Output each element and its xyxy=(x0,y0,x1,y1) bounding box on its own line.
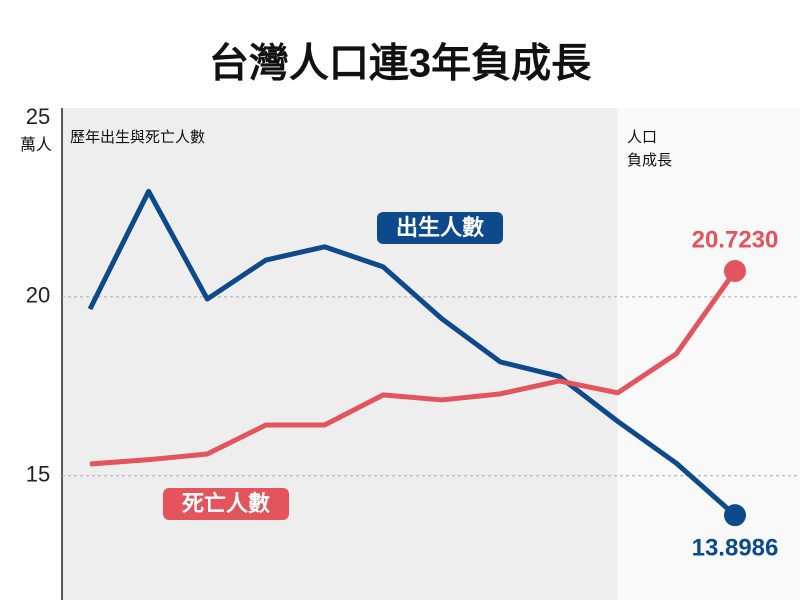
legend-box xyxy=(377,212,503,244)
y-tick-label: 20 xyxy=(26,283,50,308)
y-axis-label: 萬人 xyxy=(20,136,52,154)
y-tick-label: 25 xyxy=(26,104,50,129)
negative-growth-region xyxy=(617,108,800,600)
line xyxy=(89,269,738,467)
data-label: 20.7230 xyxy=(692,226,779,253)
annotation: 負成長 xyxy=(627,152,672,169)
legend-label: 出生人數 xyxy=(396,215,484,240)
data-label: 13.8986 xyxy=(692,535,779,562)
subtitle: 歷年出生與死亡人數 xyxy=(70,129,205,146)
line xyxy=(87,188,737,518)
plot-background xyxy=(62,108,617,600)
end-point xyxy=(724,260,746,283)
legend-label: 死亡人數 xyxy=(182,491,270,516)
end-point xyxy=(724,504,746,527)
y-tick-label: 15 xyxy=(26,462,50,487)
annotation: 人口 xyxy=(627,129,657,146)
chart-title: 台灣人口連3年負成長 xyxy=(209,42,592,86)
legend-box xyxy=(163,488,289,520)
